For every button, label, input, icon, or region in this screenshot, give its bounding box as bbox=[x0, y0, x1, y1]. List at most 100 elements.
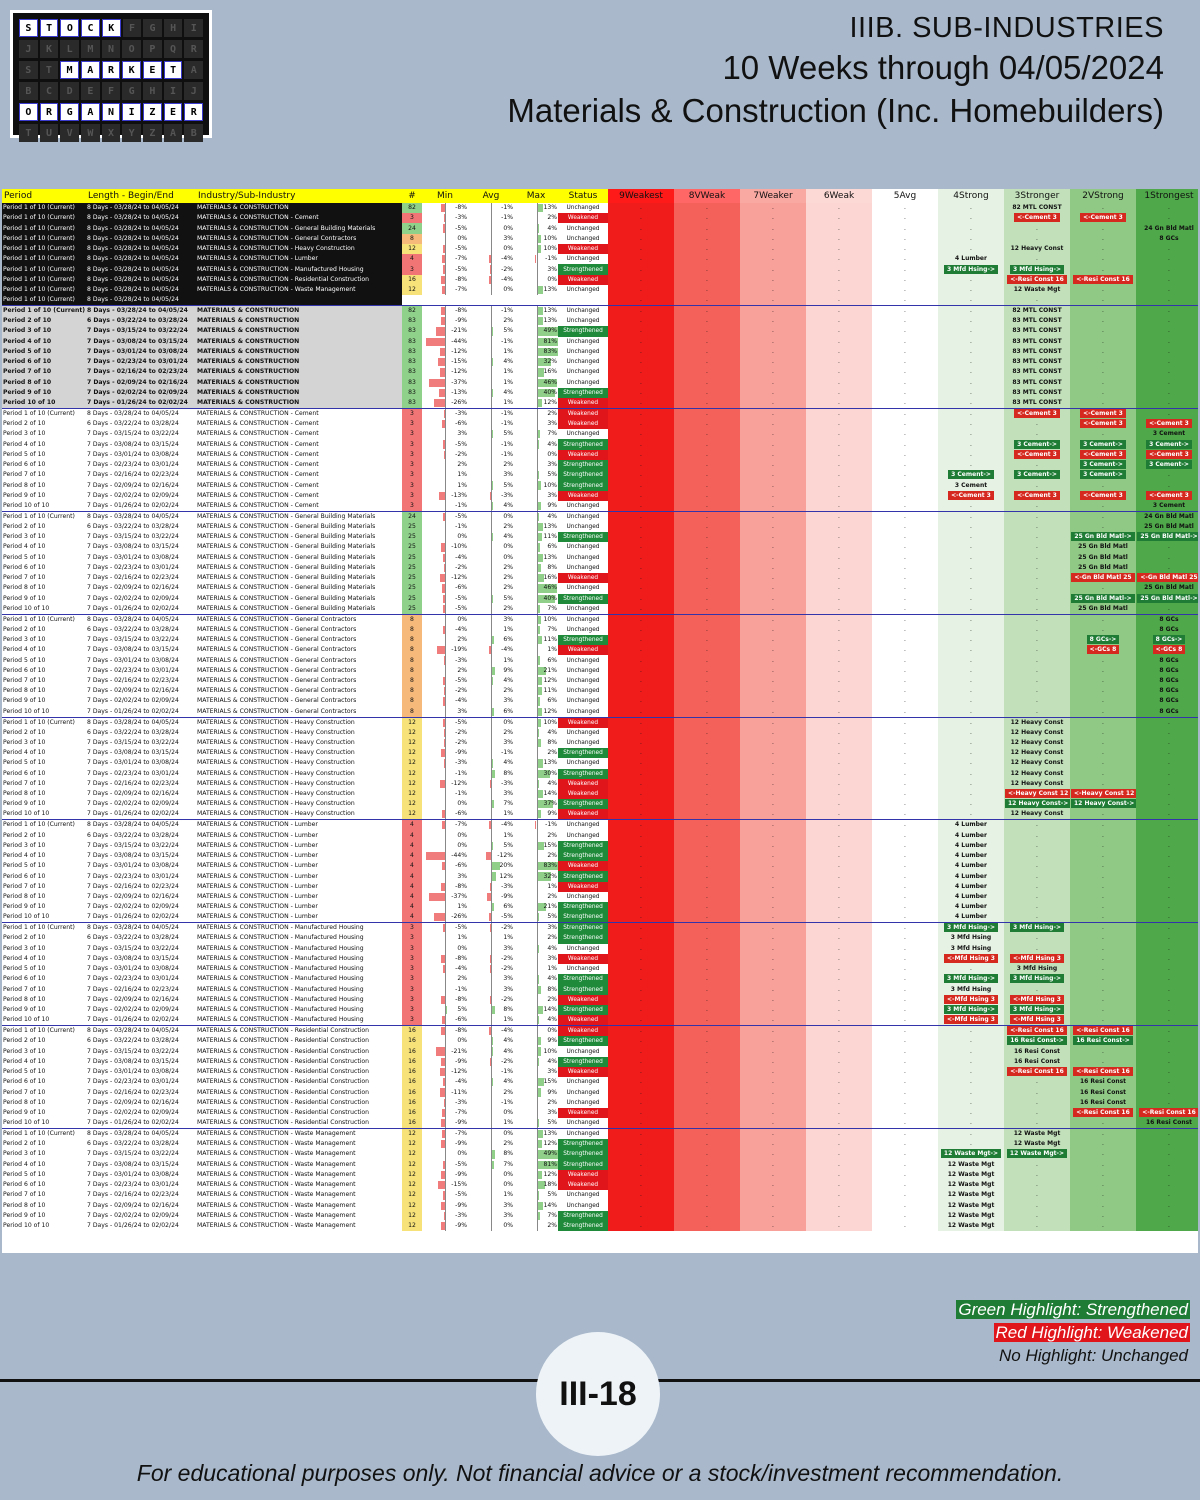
zone-cell: . bbox=[608, 254, 674, 265]
bar-axis bbox=[537, 964, 538, 975]
zone-cell: . bbox=[1070, 1056, 1136, 1067]
data-bar bbox=[537, 204, 543, 213]
min-cell: -3% bbox=[422, 655, 468, 666]
industry-cell: MATERIALS & CONSTRUCTION - Residential C… bbox=[196, 1025, 402, 1037]
zone-cell: . bbox=[674, 264, 740, 275]
table-row: Period 10 of 10 7 Days - 01/26/24 to 02/0… bbox=[2, 1118, 1198, 1129]
zone-cell: . bbox=[608, 243, 674, 255]
bar-axis bbox=[445, 306, 446, 317]
zone-cell: . bbox=[674, 686, 740, 697]
length-cell: 7 Days - 02/23/24 to 03/01/24 bbox=[87, 461, 179, 469]
min-cell-value: 3% bbox=[457, 707, 467, 715]
zone-cell: . bbox=[674, 480, 740, 491]
bar-axis bbox=[491, 603, 492, 614]
bar-axis bbox=[445, 326, 446, 337]
zone-cell: . bbox=[674, 1190, 740, 1201]
period-cell: Period 6 of 10 bbox=[3, 1078, 46, 1086]
industry-cell: MATERIALS & CONSTRUCTION - General Build… bbox=[197, 522, 376, 530]
zone-chip: 25 Gn Bld Matl bbox=[1144, 584, 1194, 592]
max-cell: 4% bbox=[514, 1015, 558, 1026]
logo-letter: E bbox=[143, 61, 162, 79]
zone-cell: 8 GCs bbox=[1136, 686, 1198, 697]
avg-cell: 2% bbox=[468, 583, 514, 594]
industry-cell: MATERIALS & CONSTRUCTION bbox=[196, 357, 402, 368]
zone-cell: . bbox=[1070, 881, 1136, 892]
zone-cell: . bbox=[938, 1118, 1004, 1129]
min-cell: -37% bbox=[422, 891, 468, 903]
zone-cell: . bbox=[872, 984, 938, 995]
zone-cell: . bbox=[674, 1005, 740, 1016]
data-bar bbox=[489, 779, 491, 789]
avg-cell: 0% bbox=[468, 223, 514, 234]
length-cell: 8 Days - 03/28/24 to 04/05/24 bbox=[86, 1128, 196, 1140]
min-cell: 0% bbox=[422, 1149, 468, 1160]
zone-chip: 3 Cement bbox=[1152, 430, 1186, 438]
bar-axis bbox=[445, 830, 446, 841]
zone-cell: . bbox=[1004, 819, 1070, 831]
bar-axis bbox=[537, 470, 538, 481]
bar-axis bbox=[491, 439, 492, 450]
status-cell: Strengthened bbox=[558, 974, 608, 985]
max-cell-value: 4% bbox=[547, 975, 557, 983]
industry-cell: MATERIALS & CONSTRUCTION bbox=[196, 203, 402, 214]
bar-axis bbox=[537, 768, 538, 779]
zone-cell: . bbox=[608, 357, 674, 368]
zone-cell: . bbox=[872, 830, 938, 841]
zone-cell: . bbox=[674, 1139, 740, 1150]
max-cell-value: 13% bbox=[543, 759, 557, 767]
zone-cell: . bbox=[806, 1180, 872, 1191]
max-cell-value: 18% bbox=[543, 1181, 557, 1189]
zone-cell: 12 Heavy Const bbox=[1004, 758, 1070, 769]
table-row: Period 1 of 10 (Current) 8 Days - 03/28/2… bbox=[2, 408, 1198, 419]
length-cell: 6 Days - 03/22/24 to 03/28/24 bbox=[87, 420, 179, 428]
zone-cell: . bbox=[1070, 1128, 1136, 1140]
zone-chip: 3 Mfd Hsing-> bbox=[1010, 923, 1064, 933]
avg-cell-value: -2% bbox=[501, 1057, 513, 1065]
count-cell: 25 bbox=[402, 562, 422, 574]
count-cell: 3 bbox=[402, 470, 422, 481]
bar-axis bbox=[537, 512, 538, 522]
zone-cell: . bbox=[740, 295, 806, 306]
max-cell-value: 2% bbox=[547, 995, 557, 1003]
table-row: Period 2 of 10 6 Days - 03/22/24 to 03/28… bbox=[2, 933, 1198, 944]
zone-cell: . bbox=[806, 933, 872, 944]
industry-cell: MATERIALS & CONSTRUCTION - General Build… bbox=[197, 594, 376, 602]
table-row: Period 7 of 10 7 Days - 02/16/24 to 02/23… bbox=[2, 1087, 1198, 1098]
max-cell: 11% bbox=[514, 634, 558, 646]
zone-cell: . bbox=[740, 1200, 806, 1211]
industry-cell: MATERIALS & CONSTRUCTION - General Build… bbox=[197, 584, 376, 592]
max-cell: 14% bbox=[514, 1005, 558, 1016]
zone-chip: 8 GCs bbox=[1159, 615, 1179, 623]
zone-cell: . bbox=[806, 768, 872, 779]
min-cell: -13% bbox=[422, 387, 468, 398]
zone-cell: . bbox=[806, 1046, 872, 1057]
zone-cell: 25 Gn Bld Matl bbox=[1070, 603, 1136, 615]
max-cell-value: 10% bbox=[543, 245, 557, 253]
zone-cell: . bbox=[872, 233, 938, 244]
zone-cell: . bbox=[1136, 819, 1198, 831]
zone-cell: . bbox=[1136, 1015, 1198, 1026]
max-cell: 46% bbox=[514, 377, 558, 388]
period-cell: Period 5 of 10 bbox=[3, 1170, 46, 1178]
zone-cell: . bbox=[674, 532, 740, 543]
zone-cell: . bbox=[806, 397, 872, 409]
status-cell: Unchanged bbox=[566, 1099, 600, 1106]
avg-cell-value: 20% bbox=[499, 862, 513, 870]
data-bar bbox=[537, 1088, 541, 1097]
status-cell: Strengthened bbox=[558, 768, 608, 779]
zone-chip: 4 Lumber bbox=[955, 821, 987, 829]
data-bar bbox=[441, 1057, 445, 1066]
zone-cell: . bbox=[938, 521, 1004, 533]
zone-chip: 16 Resi Const bbox=[1079, 1098, 1127, 1106]
zone-cell: . bbox=[1136, 284, 1198, 296]
zone-cell: . bbox=[674, 243, 740, 255]
logo-letter: Z bbox=[143, 103, 162, 121]
zone-cell: . bbox=[806, 974, 872, 985]
zone-cell: . bbox=[674, 408, 740, 419]
count-cell: 16 bbox=[402, 1077, 422, 1088]
avg-cell-value: 1% bbox=[503, 378, 513, 386]
zone-chip: 3 Mfd Hsing-> bbox=[944, 974, 998, 984]
table-row: Period 3 of 10 7 Days - 03/15/24 to 03/22… bbox=[2, 737, 1198, 749]
avg-cell-value: -1% bbox=[501, 214, 513, 222]
